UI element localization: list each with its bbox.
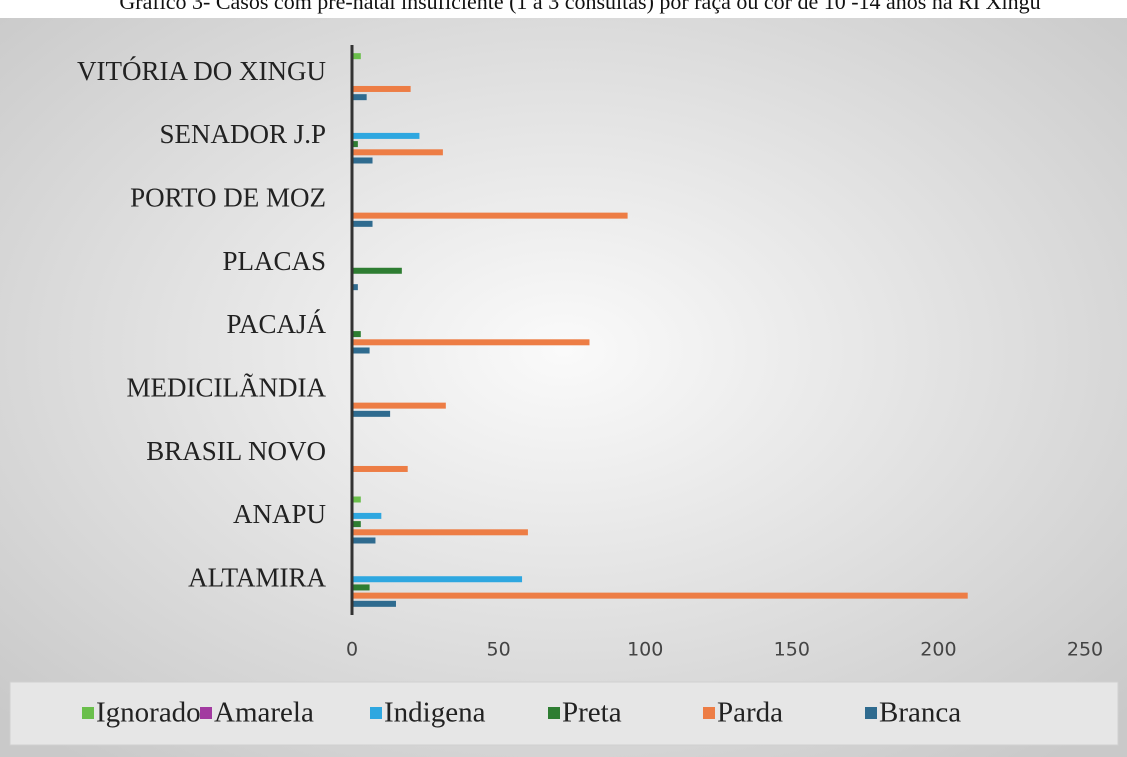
legend-swatch bbox=[548, 707, 560, 719]
y-tick-label: PACAJÁ bbox=[226, 309, 326, 339]
bar bbox=[352, 512, 382, 519]
bar bbox=[352, 576, 523, 583]
bar bbox=[352, 529, 528, 536]
x-tick-label: 200 bbox=[920, 639, 956, 661]
bar bbox=[352, 331, 361, 338]
legend-label: Preta bbox=[562, 697, 622, 729]
legend-box bbox=[9, 681, 1119, 746]
legend-swatch bbox=[703, 707, 715, 719]
legend-label: Branca bbox=[879, 697, 961, 729]
bar bbox=[352, 592, 968, 599]
bar bbox=[352, 584, 370, 591]
legend-swatch bbox=[865, 707, 877, 719]
y-tick-label: SENADOR J.P bbox=[159, 119, 326, 149]
legend-label: Indigena bbox=[384, 697, 486, 729]
bar bbox=[352, 521, 361, 528]
bar bbox=[352, 537, 376, 544]
bar bbox=[352, 149, 443, 156]
bar bbox=[352, 157, 373, 164]
y-tick-label: VITÓRIA DO XINGU bbox=[77, 56, 326, 86]
bar bbox=[352, 220, 373, 227]
y-tick-label: PORTO DE MOZ bbox=[130, 183, 326, 213]
bar bbox=[352, 339, 590, 346]
plot-background bbox=[0, 18, 1127, 757]
bar bbox=[352, 347, 370, 354]
y-tick-label: ALTAMIRA bbox=[188, 563, 326, 593]
y-tick-label: MEDICILÃNDIA bbox=[127, 373, 327, 403]
bar bbox=[352, 465, 408, 472]
legend-swatch bbox=[370, 707, 382, 719]
y-tick-label: PLACAS bbox=[222, 246, 326, 276]
x-tick-label: 0 bbox=[346, 639, 358, 661]
legend-swatch bbox=[200, 707, 212, 719]
y-tick-label: ANAPU bbox=[233, 499, 326, 529]
x-tick-label: 150 bbox=[774, 639, 810, 661]
bar bbox=[352, 600, 396, 607]
legend-swatch bbox=[82, 707, 94, 719]
legend-label: Amarela bbox=[214, 697, 314, 729]
x-tick-label: 50 bbox=[487, 639, 511, 661]
legend-label: Parda bbox=[717, 697, 783, 729]
bar bbox=[352, 402, 446, 409]
bar bbox=[352, 141, 358, 148]
y-tick-label: BRASIL NOVO bbox=[146, 436, 326, 466]
bar bbox=[352, 496, 361, 503]
bar bbox=[352, 284, 358, 291]
bar bbox=[352, 94, 367, 101]
bar bbox=[352, 267, 402, 274]
x-tick-label: 250 bbox=[1067, 639, 1103, 661]
chart-title: Gráfico 3- Casos com pré-natal insuficie… bbox=[119, 0, 1040, 14]
x-tick-label: 100 bbox=[627, 639, 663, 661]
bar bbox=[352, 53, 361, 60]
bar bbox=[352, 212, 628, 219]
legend-label: Ignorado bbox=[96, 697, 201, 729]
bar bbox=[352, 85, 411, 92]
bar bbox=[352, 410, 391, 417]
bar bbox=[352, 132, 420, 139]
